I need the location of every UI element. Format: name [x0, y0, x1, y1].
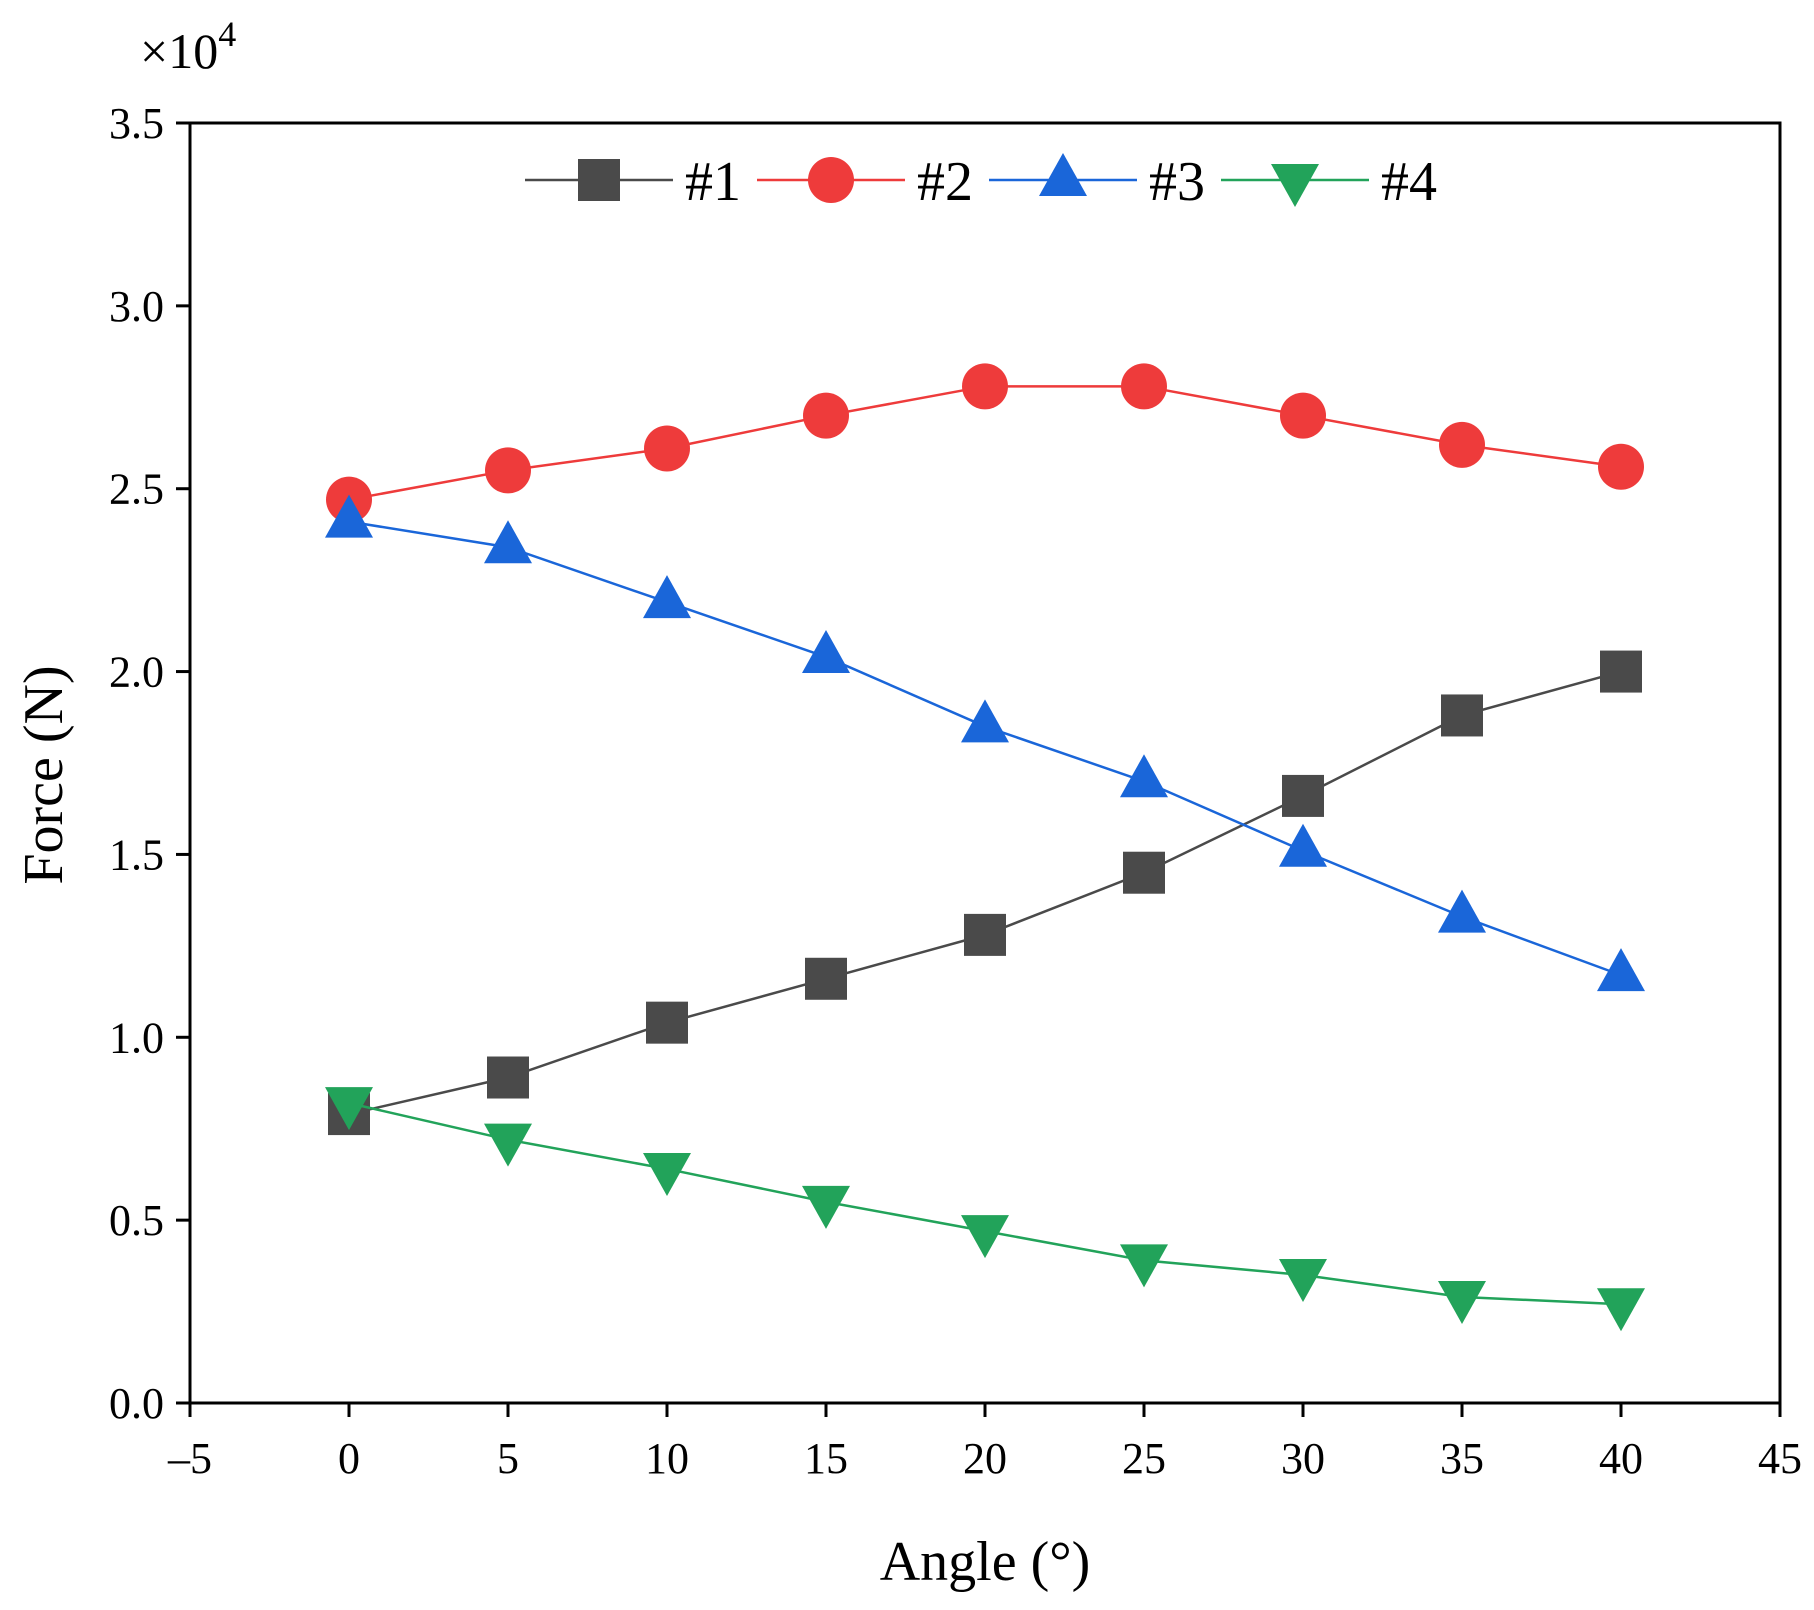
series-1-point: [646, 1001, 688, 1044]
series-4-point: [1120, 1244, 1168, 1288]
series-2-point: [1121, 363, 1167, 410]
series-1-point: [1282, 774, 1324, 817]
series-4-point: [643, 1152, 691, 1196]
legend-label: #4: [1381, 151, 1437, 213]
axes: –5 0 5 10 15 20 25 30 35 40 45 0.0 0.5 1.0 1.5 2.0 2.5 3.…: [109, 99, 1802, 1483]
series-3-point: [1597, 948, 1645, 992]
series-3-point: [802, 629, 850, 673]
legend-marker: [808, 157, 854, 203]
y-tick-label: 3.0: [109, 282, 164, 331]
series-3-point: [325, 494, 373, 538]
y-tick-label: 1.0: [109, 1013, 164, 1062]
x-tick-label: 0: [338, 1434, 360, 1483]
x-axis-title: Angle (°): [880, 1531, 1091, 1593]
series-3-point: [643, 575, 691, 619]
x-tick-label: –5: [167, 1434, 212, 1483]
x-tick-label: 10: [645, 1434, 689, 1483]
series-1-point: [1441, 694, 1483, 737]
series-2-point: [485, 447, 531, 494]
x-tick-label: 45: [1758, 1434, 1802, 1483]
series-3: [325, 494, 1645, 992]
series-2-point: [644, 425, 690, 472]
series-4-point: [1438, 1280, 1486, 1324]
plot-frame: [188, 121, 1782, 1405]
y-tick-label: 0.0: [109, 1379, 164, 1428]
series-4: [325, 1087, 1645, 1332]
series-1-point: [1600, 650, 1642, 693]
y-tick-label: 2.0: [109, 648, 164, 697]
series-3-point: [961, 699, 1009, 743]
series-1-point: [805, 957, 847, 1000]
series-4-point: [802, 1185, 850, 1229]
legend-item-3: #3: [989, 151, 1205, 213]
series-2-point: [1280, 392, 1326, 439]
y-tick-label: 3.5: [109, 99, 164, 148]
series-4-point: [325, 1087, 373, 1131]
series-4-point: [1597, 1288, 1645, 1332]
series-3-point: [484, 520, 532, 564]
series-1: [328, 650, 1642, 1136]
x-tick-label: 35: [1440, 1434, 1484, 1483]
x-tick-label: 15: [804, 1434, 848, 1483]
legend-marker: [1039, 153, 1087, 196]
series-3-point: [1120, 754, 1168, 798]
series-3-point: [1438, 889, 1486, 933]
legend: #1 #2 #3 #4: [525, 151, 1437, 213]
series-1-point: [964, 913, 1006, 956]
series-2-point: [1598, 443, 1644, 490]
y-tick-label: 2.5: [109, 465, 164, 514]
x-tick-label: 25: [1122, 1434, 1166, 1483]
legend-label: #2: [917, 151, 973, 213]
legend-label: #1: [685, 151, 741, 213]
y-multiplier-label: ×104: [140, 14, 236, 79]
series-1-point: [1123, 851, 1165, 894]
legend-item-4: #4: [1221, 151, 1437, 213]
series-layer: [325, 363, 1645, 1332]
series-4-point: [1279, 1259, 1327, 1302]
x-tick-label: 40: [1599, 1434, 1643, 1483]
legend-marker: [578, 159, 620, 201]
series-3-point: [1279, 823, 1327, 867]
x-tick-label: 5: [497, 1434, 519, 1483]
y-tick-label: 0.5: [109, 1196, 164, 1245]
series-2-point: [962, 363, 1008, 410]
y-axis-title: Force (N): [13, 665, 75, 884]
x-tick-label: 30: [1281, 1434, 1325, 1483]
y-tick-label: 1.5: [109, 830, 164, 879]
legend-item-2: #2: [757, 151, 973, 213]
series-2-point: [803, 392, 849, 439]
series-4-point: [484, 1123, 532, 1167]
series-4-point: [961, 1215, 1009, 1259]
series-2-point: [1439, 421, 1485, 468]
x-tick-label: 20: [963, 1434, 1007, 1483]
legend-item-1: #1: [525, 151, 741, 213]
legend-label: #3: [1149, 151, 1205, 213]
series-1-point: [487, 1056, 529, 1099]
legend-marker: [1271, 164, 1319, 207]
series-2: [326, 363, 1644, 523]
